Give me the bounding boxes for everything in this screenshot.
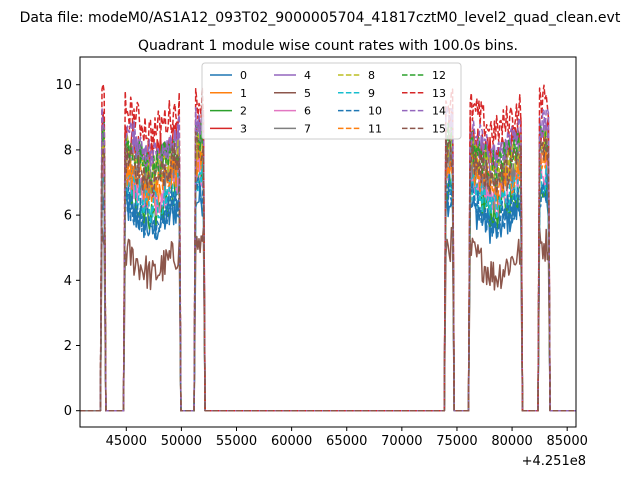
y-tick-label: 8 [64,143,72,158]
series-line-14 [80,105,576,412]
legend-label: 1 [240,87,247,100]
series-group [80,83,576,412]
legend-label: 4 [304,69,311,82]
y-tick-label: 0 [64,404,72,419]
y-tick-label: 10 [55,78,72,93]
legend-box [201,62,462,140]
legend-label: 7 [304,122,311,135]
x-tick-label: 55000 [216,434,257,449]
legend-label: 9 [368,87,375,100]
legend-label: 2 [240,105,247,118]
x-tick-label: 75000 [436,434,477,449]
legend-label: 14 [432,105,446,118]
x-tick-label: 70000 [381,434,422,449]
y-tick-label: 2 [64,339,72,354]
legend-label: 13 [432,87,446,100]
x-tick-label: 65000 [326,434,367,449]
x-tick-label: 50000 [161,434,202,449]
x-tick-label: 85000 [547,434,588,449]
legend-label: 12 [432,69,446,82]
axes-frame [79,56,577,428]
legend-label: 0 [240,69,247,82]
series-line-13 [80,83,576,412]
series-line-5 [80,226,576,412]
y-axis: 0 2 4 6 8 10 [55,78,80,419]
chart-title: Quadrant 1 module wise count rates with … [138,38,518,54]
figure-suptitle: Data file: modeM0/AS1A12_093T02_90000057… [20,10,621,26]
y-tick-label: 4 [64,274,72,289]
legend-label: 5 [304,87,311,100]
plot-area: 45000 50000 55000 60000 65000 70000 75000 80000… [55,56,588,469]
x-offset-label: +4.251e8 [522,454,586,469]
series-line-0 [80,180,576,412]
legend-label: 10 [368,105,382,118]
legend-label: 6 [304,105,311,118]
series-line-10 [80,173,576,412]
series-line-15 [80,131,576,412]
legend-label: 15 [432,122,446,135]
legend-label: 11 [368,122,382,135]
x-tick-label: 80000 [491,434,532,449]
y-tick-label: 6 [64,209,72,224]
legend-label: 3 [240,122,247,135]
x-tick-label: 60000 [271,434,312,449]
legend-label: 8 [368,69,375,82]
x-tick-label: 45000 [106,434,147,449]
x-axis: 45000 50000 55000 60000 65000 70000 75000 80000… [106,427,588,449]
